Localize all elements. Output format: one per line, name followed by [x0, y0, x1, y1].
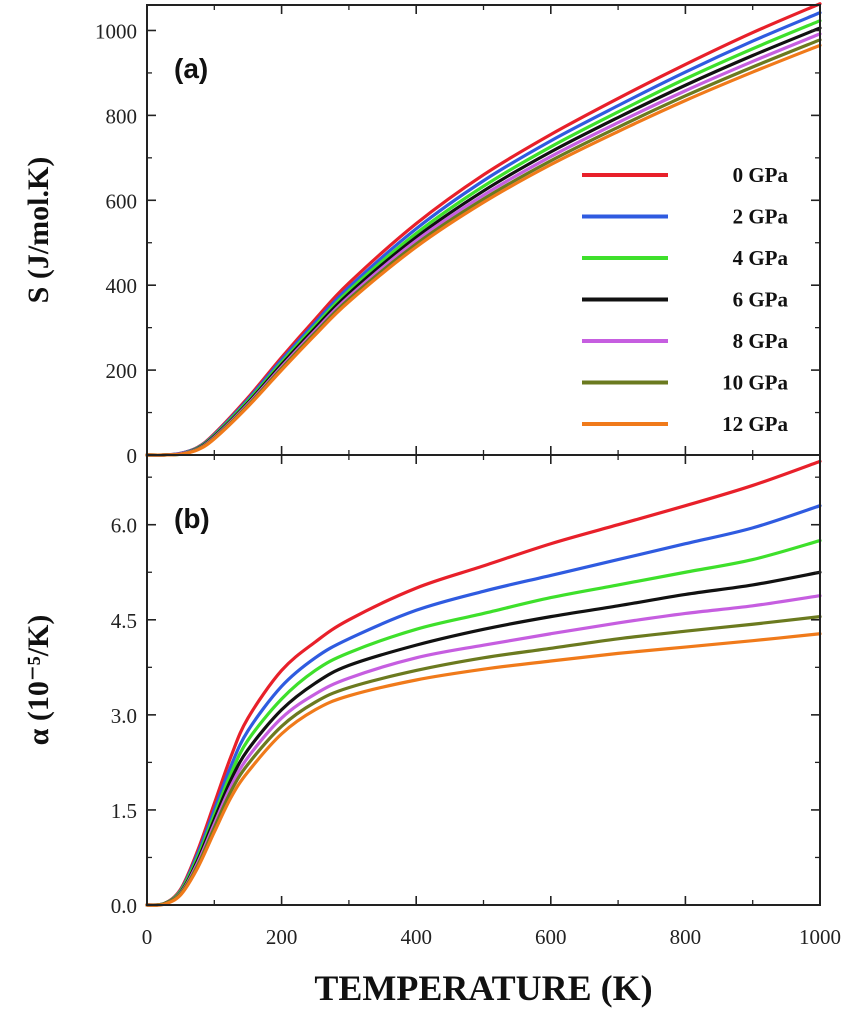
panel-b-y-axis-title: α (10⁻⁵/K) — [22, 615, 55, 746]
panel-a-series-line-4 — [145, 32, 822, 457]
panel-a-series-line-6 — [145, 43, 822, 457]
panel-a-series-line-3 — [145, 26, 822, 457]
panel-b-expansion: 0.0 1.5 3.0 4.5 6.0 0 200 400 600 800 1000 (b) α (… — [22, 454, 841, 949]
panel-a-frame — [146, 4, 821, 456]
panel-a-ticks: 0 200 400 600 800 1000 — [95, 5, 821, 468]
legend: 0 GPa 2 GPa 4 GPa 6 GPa 8 GPa 10 GPa 12 GPa — [582, 163, 788, 436]
panel-a-y-tick-label: 1000 — [95, 19, 137, 43]
x-tick-label: 600 — [535, 925, 567, 949]
panel-a-series-line-5 — [145, 38, 822, 457]
panel-a-y-tick-label: 200 — [106, 359, 138, 383]
panel-a-entropy: 0 200 400 600 800 1000 (a) S (J/mol.K) 0 GPa 2… — [22, 2, 822, 468]
x-tick-label: 800 — [670, 925, 702, 949]
panel-b-y-tick-label: 6.0 — [111, 514, 137, 538]
x-axis-title: TEMPERATURE (K) — [314, 968, 652, 1008]
panel-a-series — [145, 2, 822, 457]
legend-label: 6 GPa — [733, 288, 789, 312]
panel-a-y-axis-title: S (J/mol.K) — [22, 157, 55, 304]
x-tick-label: 400 — [400, 925, 432, 949]
legend-label: 2 GPa — [733, 205, 789, 229]
panel-a-y-tick-label: 600 — [106, 189, 138, 213]
panel-a-label: (a) — [174, 53, 208, 84]
legend-label: 12 GPa — [722, 412, 788, 436]
panel-b-frame — [146, 454, 821, 906]
panel-a-y-tick-label: 400 — [106, 274, 138, 298]
panel-b-label: (b) — [174, 503, 210, 534]
panel-b-y-tick-label: 4.5 — [111, 609, 137, 633]
panel-b-series-line-5 — [145, 615, 822, 907]
panel-b-y-tick-label: 0.0 — [111, 894, 137, 918]
x-tick-label: 200 — [266, 925, 298, 949]
panel-b-y-tick-label: 1.5 — [111, 799, 137, 823]
x-tick-label: 0 — [142, 925, 153, 949]
panel-b-series-line-2 — [145, 538, 822, 907]
x-tick-label: 1000 — [799, 925, 841, 949]
panel-b-series — [145, 459, 822, 907]
panel-b-y-tick-label: 3.0 — [111, 704, 137, 728]
panel-b-ticks: 0.0 1.5 3.0 4.5 6.0 0 200 400 600 800 1000 — [111, 455, 841, 949]
legend-label: 4 GPa — [733, 246, 789, 270]
panel-a-series-line-1 — [145, 11, 822, 457]
legend-label: 10 GPa — [722, 371, 788, 395]
panel-a-y-tick-label: 0 — [127, 444, 138, 468]
panel-a-y-tick-label: 800 — [106, 104, 138, 128]
legend-label: 8 GPa — [733, 329, 789, 353]
panel-b-series-line-6 — [145, 632, 822, 907]
panel-b-series-line-0 — [145, 459, 822, 907]
legend-label: 0 GPa — [733, 163, 789, 187]
